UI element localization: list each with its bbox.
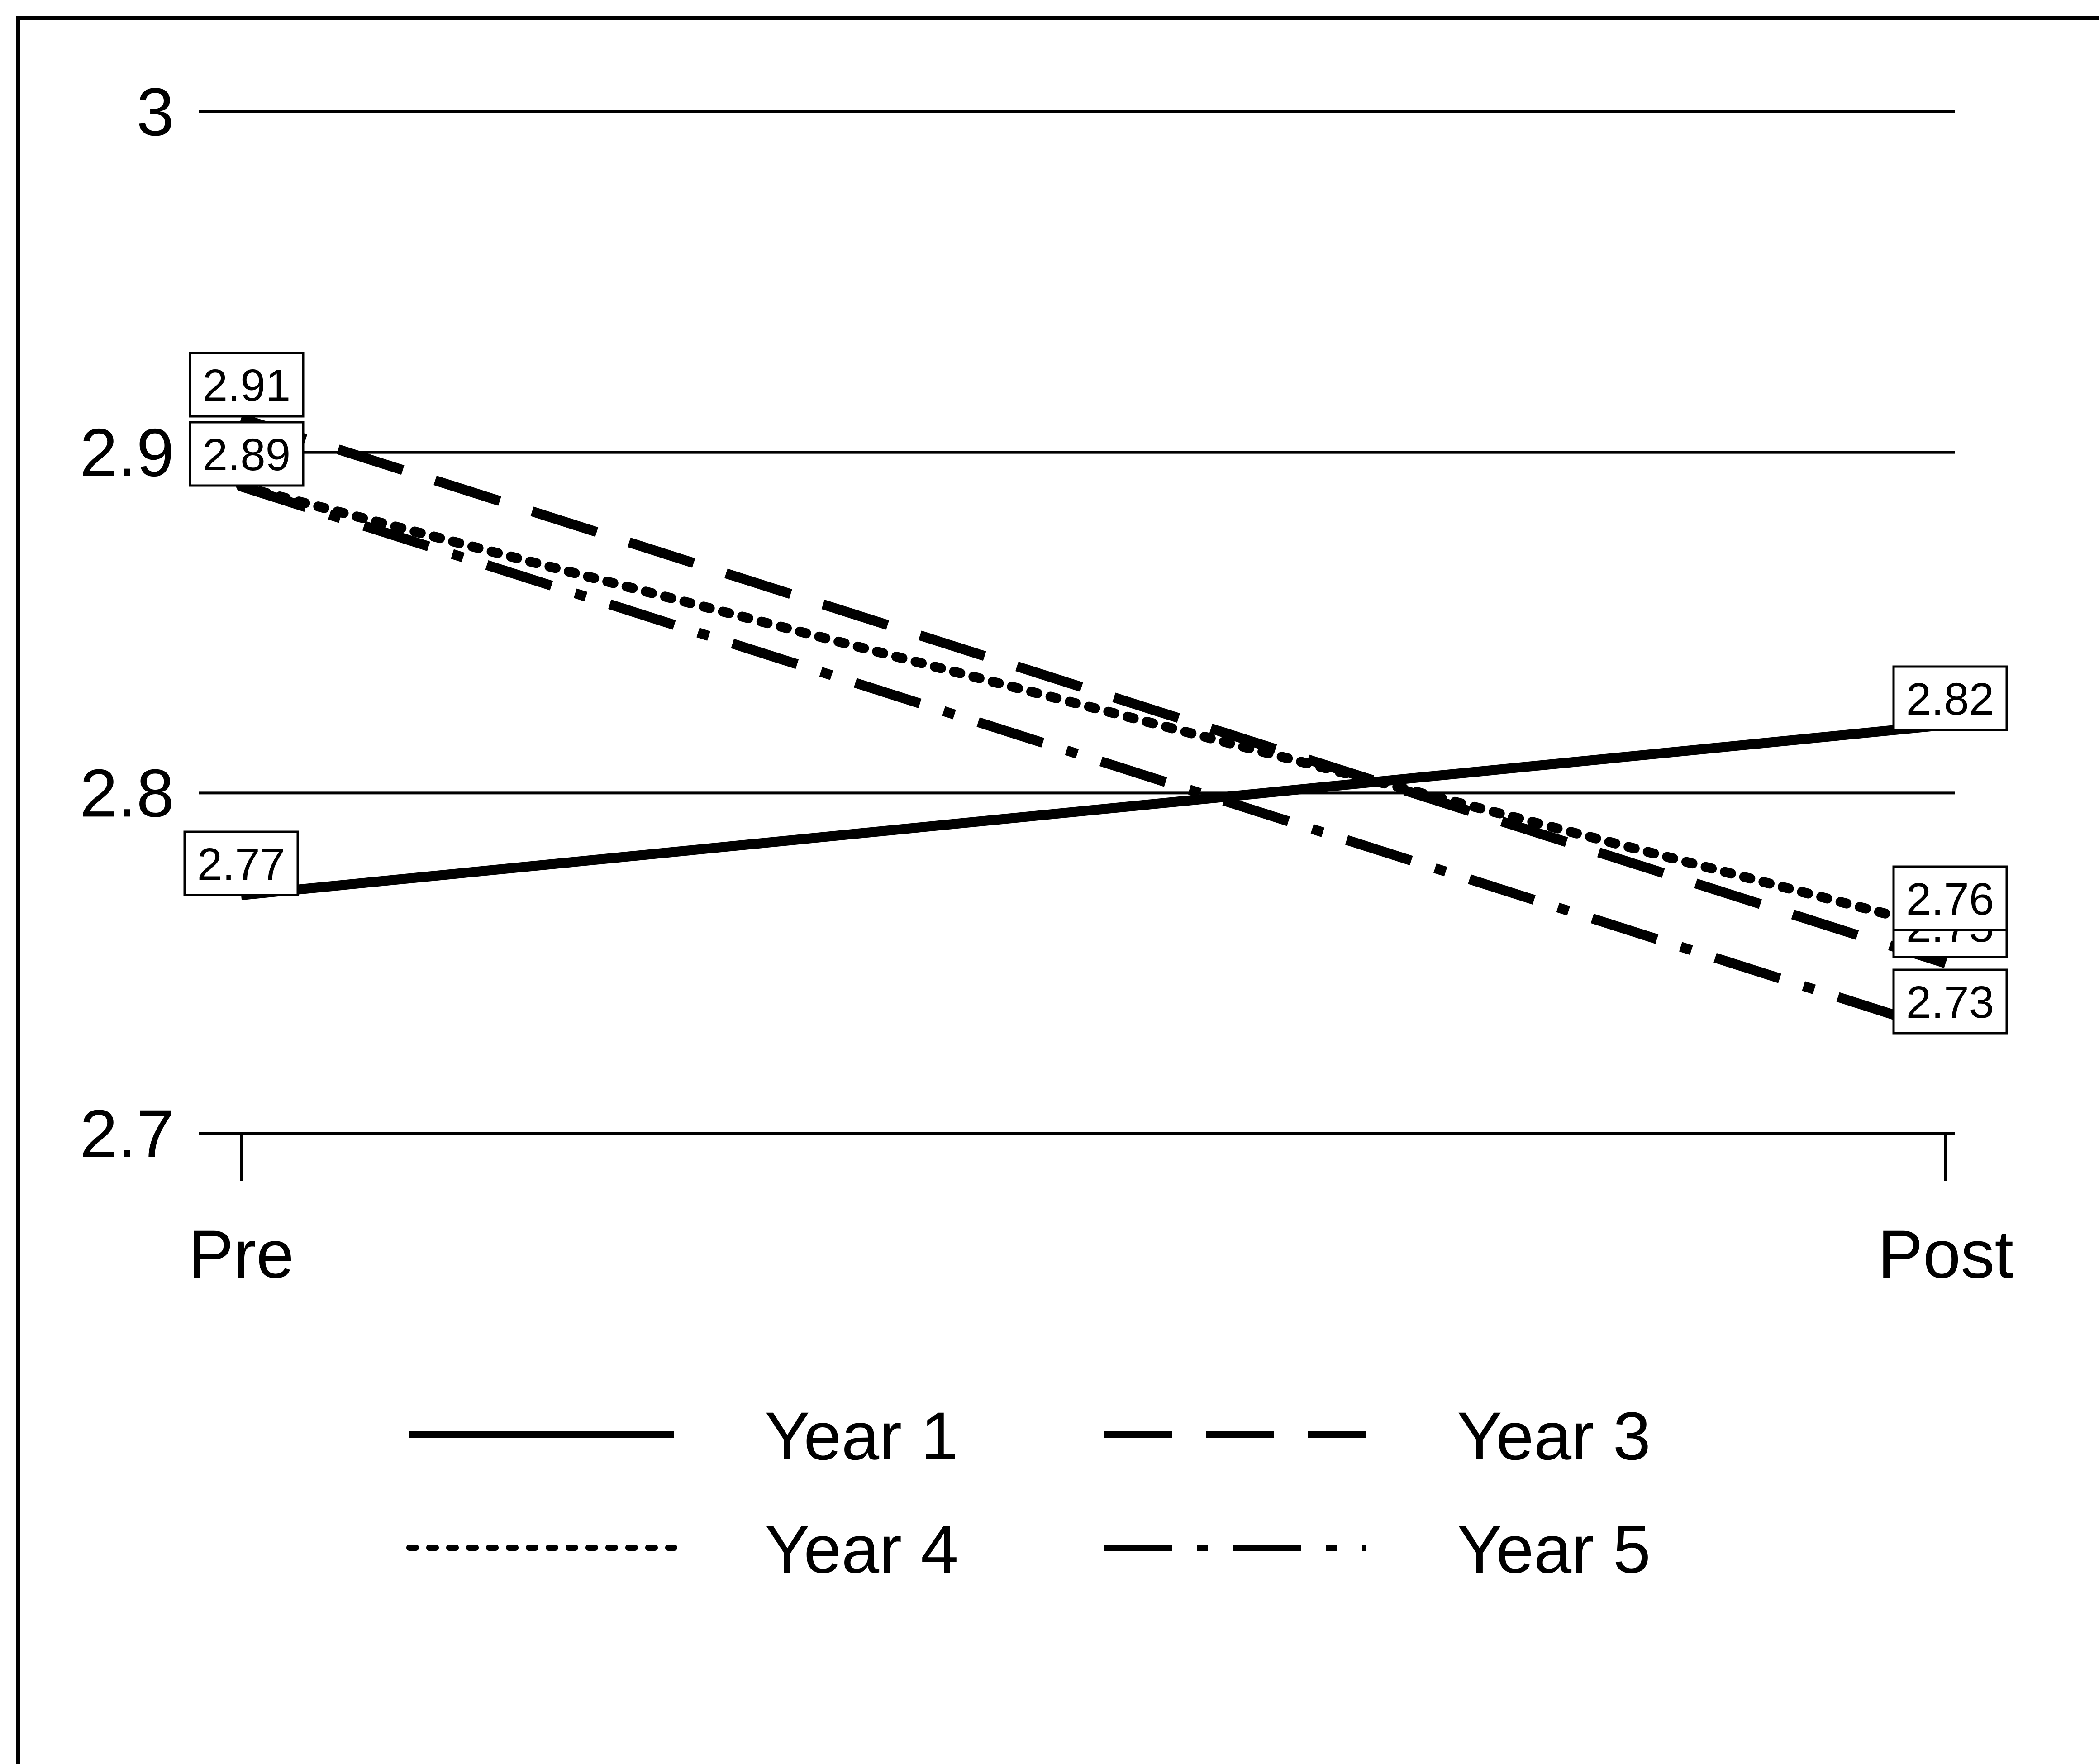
x-tick-label: Post [1878,1216,2013,1292]
y-tick-label: 2.8 [80,755,174,831]
data-label: 2.73 [1892,968,2008,1035]
series-line-year-1 [240,720,1947,901]
data-label-box [1892,968,2008,1035]
data-label-box [189,421,305,487]
chart-border [16,16,2099,1764]
data-label-text: 2.82 [1906,674,1994,725]
data-label: 2.91 [189,352,305,418]
data-label: 2.77 [183,830,299,896]
data-label-box [189,352,305,418]
legend-label: Year 3 [1457,1398,1651,1474]
legend-label: Year 4 [765,1511,958,1587]
data-label-box [1892,865,2008,931]
y-tick-label: 2.9 [80,415,174,491]
axes: 2.7 2.8 2.9 3 Pre Post [80,74,2013,1292]
legend-label: Year 1 [765,1398,958,1474]
data-label-box [183,830,299,896]
data-label: 2.89 [189,421,305,487]
data-label-box [1892,665,2008,731]
data-label-text: 2.89 [203,429,291,480]
data-label: 2.82 [1892,665,2008,731]
series-line-year-3 [239,413,1947,968]
data-label-text: 2.73 [1906,977,1994,1028]
data-label-text: 2.91 [203,360,291,411]
x-tick-label: Pre [188,1216,294,1292]
data-label-text: 2.77 [197,839,286,890]
gridlines [199,110,1955,1135]
y-tick-label: 3 [137,74,174,150]
legend: Year 1 Year 3 Year 4 Year 5 [406,1398,1651,1587]
data-labels: 2.772.822.912.752.892.762.73 [183,352,2008,1035]
y-tick-label: 2.7 [80,1096,174,1172]
data-label-text: 2.76 [1906,874,1994,925]
series-line-year-5 [239,482,1947,1036]
data-label: 2.76 [1892,865,2008,931]
legend-label: Year 5 [1457,1511,1651,1587]
series-line-year-4 [236,481,1951,934]
series-lines [236,413,1951,1036]
